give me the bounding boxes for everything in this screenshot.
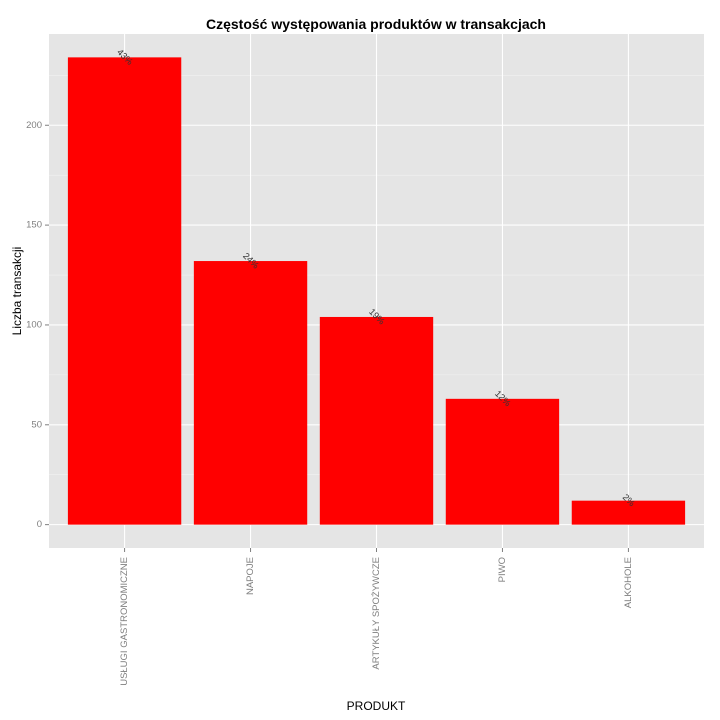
x-tick-label: USŁUGI GASTRONOMICZNE xyxy=(119,557,130,686)
y-tick-label: 0 xyxy=(37,519,42,530)
x-axis-title: PRODUKT xyxy=(347,699,406,713)
bar xyxy=(193,261,308,525)
x-axis: USŁUGI GASTRONOMICZNE NAPOJE ARTYKUŁY SPOŻ… xyxy=(119,548,634,686)
y-axis: 0 50 100 150 200 xyxy=(26,120,49,530)
x-tick-label: NAPOJE xyxy=(245,557,256,595)
bar xyxy=(571,500,686,525)
bar xyxy=(445,398,560,525)
x-tick-label: PIWO xyxy=(497,557,508,582)
y-tick-label: 100 xyxy=(26,319,42,330)
y-tick-label: 50 xyxy=(31,419,42,430)
chart-title: Częstość występowania produktów w transa… xyxy=(206,16,546,32)
y-axis-title: Liczba transakcji xyxy=(10,247,24,336)
bars xyxy=(67,57,686,525)
bar xyxy=(319,316,434,525)
y-tick-label: 150 xyxy=(26,220,42,231)
x-tick-label: ARTYKUŁY SPOŻYWCZE xyxy=(371,557,382,670)
y-tick-label: 200 xyxy=(26,120,42,131)
x-tick-label: ALKOHOLE xyxy=(623,557,634,608)
bar xyxy=(67,57,182,525)
